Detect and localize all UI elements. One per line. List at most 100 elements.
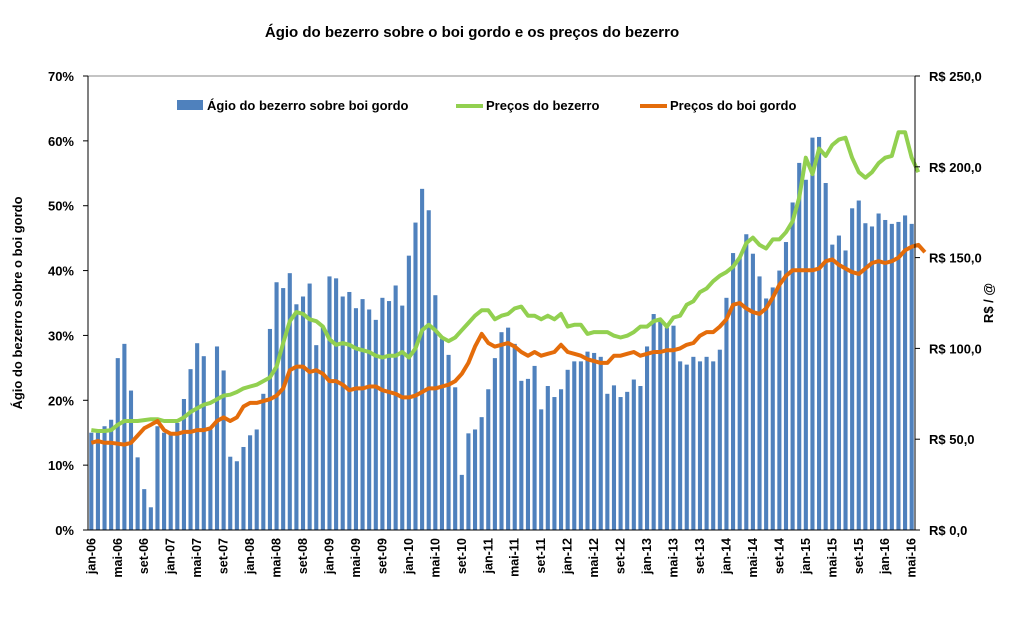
x-tick-label: mai-15 xyxy=(825,538,839,578)
legend-label-agio: Ágio do bezerro sobre boi gordo xyxy=(207,98,409,113)
bar-agio xyxy=(506,327,511,530)
bar-agio xyxy=(155,426,160,530)
bar-agio xyxy=(810,137,815,530)
left-tick-label: 40% xyxy=(48,264,74,279)
bar-agio xyxy=(863,223,868,530)
bar-agio xyxy=(347,291,352,530)
bar-agio xyxy=(777,270,782,530)
bar-agio xyxy=(585,351,590,530)
bar-agio xyxy=(691,356,696,530)
bar-agio xyxy=(406,255,411,530)
right-tick-label: R$ 100,0 xyxy=(929,341,982,356)
bar-agio xyxy=(479,417,484,530)
bar-agio xyxy=(195,343,200,530)
x-tick-label: mai-13 xyxy=(667,538,681,578)
bar-agio xyxy=(109,419,114,530)
legend-label-boi: Preços do boi gordo xyxy=(670,98,796,113)
bar-agio xyxy=(413,222,418,530)
bar-agio xyxy=(539,409,544,530)
bar-agio xyxy=(790,202,795,530)
bar-agio xyxy=(314,345,319,530)
bar-agio xyxy=(545,386,550,530)
x-tick-label: mai-14 xyxy=(746,538,760,578)
x-tick-label: mai-08 xyxy=(270,538,284,578)
bar-agio xyxy=(340,296,345,530)
bar-agio xyxy=(380,297,385,530)
line-precos-boi-gordo xyxy=(90,242,927,447)
bar-series xyxy=(89,136,914,531)
bar-agio xyxy=(664,327,669,530)
bar-agio xyxy=(856,200,861,531)
bar-agio xyxy=(320,326,325,530)
bar-agio xyxy=(638,386,643,530)
line-precos-bezerro xyxy=(91,130,921,433)
bar-agio xyxy=(367,309,372,530)
bar-agio xyxy=(645,346,650,530)
bar-agio xyxy=(201,356,206,530)
bar-agio xyxy=(525,378,531,530)
right-axis-title: R$ / @ xyxy=(981,283,996,323)
x-tick-label: set-14 xyxy=(772,538,786,574)
chart-title: Ágio do bezerro sobre o boi gordo e os p… xyxy=(265,24,679,41)
bar-agio xyxy=(830,244,835,530)
bar-agio xyxy=(869,226,875,530)
bar-agio xyxy=(764,298,769,530)
bar-agio xyxy=(472,429,478,530)
bar-agio xyxy=(843,250,848,531)
x-tick-label: set-10 xyxy=(455,538,469,574)
left-tick-label: 30% xyxy=(48,328,74,343)
bar-agio xyxy=(327,276,332,530)
left-tick-label: 60% xyxy=(48,134,74,149)
bar-agio xyxy=(214,346,220,530)
bar-agio xyxy=(95,432,100,530)
bar-agio xyxy=(757,276,762,530)
x-tick-label: mai-07 xyxy=(190,538,204,578)
bar-agio xyxy=(558,389,564,530)
bar-agio xyxy=(208,429,213,530)
bar-agio xyxy=(605,393,610,530)
left-axis-title: Ágio do bezerro sobre o boi gordo xyxy=(10,196,25,409)
bar-agio xyxy=(817,136,822,531)
bar-agio xyxy=(823,183,828,530)
bar-agio xyxy=(393,285,398,530)
x-tick-label: jan-07 xyxy=(164,538,178,575)
bar-agio xyxy=(360,299,365,530)
bar-agio xyxy=(426,210,431,531)
bar-agio xyxy=(770,287,775,530)
x-tick-label: set-09 xyxy=(375,538,389,574)
left-tick-label: 70% xyxy=(48,69,74,84)
bar-agio xyxy=(909,223,914,531)
x-tick-label: mai-06 xyxy=(111,538,125,578)
x-tick-label: mai-12 xyxy=(587,538,601,578)
bar-agio xyxy=(334,278,339,530)
x-tick-label: jan-13 xyxy=(640,538,654,575)
bar-agio xyxy=(181,398,186,530)
x-tick-label: jan-06 xyxy=(84,538,98,575)
bar-agio xyxy=(896,221,901,530)
bar-agio xyxy=(274,282,279,530)
bar-agio xyxy=(717,349,722,530)
bar-agio xyxy=(466,433,471,530)
bar-agio xyxy=(433,295,438,530)
bar-agio xyxy=(651,314,656,530)
bar-agio xyxy=(565,369,570,530)
bar-agio xyxy=(711,361,716,530)
bar-agio xyxy=(89,432,94,530)
bar-agio xyxy=(420,188,425,530)
bar-agio xyxy=(148,507,153,530)
bar-agio xyxy=(678,361,683,530)
bar-agio xyxy=(737,257,742,530)
bar-agio xyxy=(453,387,458,530)
left-tick-label: 50% xyxy=(48,199,74,214)
legend: Ágio do bezerro sobre boi gordo Preços do… xyxy=(177,98,796,113)
bar-agio xyxy=(168,432,173,530)
bar-agio xyxy=(439,338,445,530)
bar-agio xyxy=(162,432,167,530)
line-series xyxy=(90,130,927,447)
bar-agio xyxy=(492,358,497,530)
bar-agio xyxy=(281,288,286,530)
bar-agio xyxy=(598,356,603,530)
bar-agio xyxy=(307,283,312,530)
bar-agio xyxy=(188,369,193,530)
